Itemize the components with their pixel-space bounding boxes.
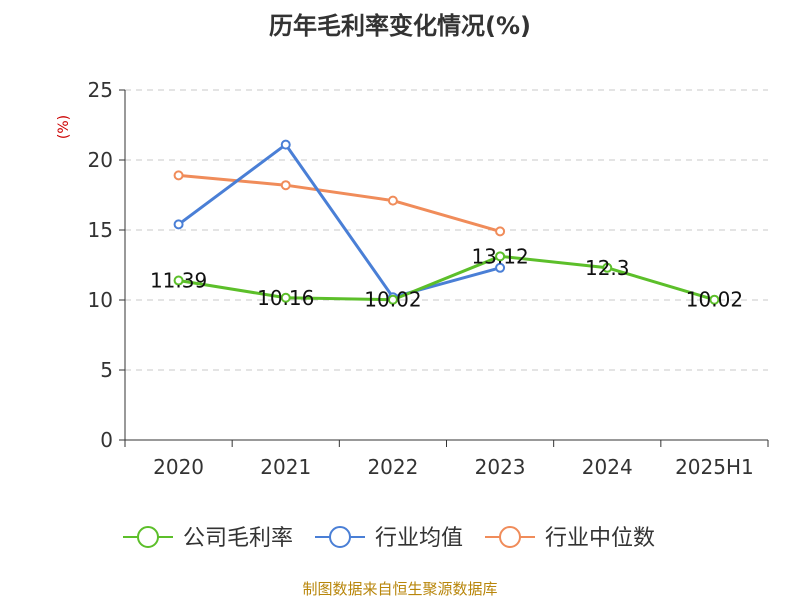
data-point [495,226,506,237]
x-tick-label: 2024 [582,455,633,479]
legend-item: 行业中位数 [485,526,655,551]
legend-marker [137,526,159,548]
data-point [173,219,184,230]
data-point [280,139,291,150]
y-tick-label: 5 [100,358,113,382]
data-point [173,275,184,286]
source-note: 制图数据来自恒生聚源数据库 [302,580,497,598]
grid-lines [125,89,768,371]
data-labels: 11.39 10.16 10.02 13.12 12.3 10.02 [150,244,743,311]
legend-label: 行业中位数 [545,526,655,551]
y-tick-label: 0 [100,428,113,452]
series-line [178,254,715,302]
series-line [178,173,501,233]
y-tick-label: 15 [88,218,113,242]
legend-item: 公司毛利率 [123,526,293,551]
data-point [387,294,398,305]
data-label: 10.02 [686,288,743,312]
legend-label: 行业均值 [375,526,463,551]
axes: 0 5 10 15 20 25 2020 2021 2022 2023 2024 2025H1 [88,78,769,479]
legend-item: 行业均值 [315,526,463,551]
x-tick-label: 2023 [475,455,526,479]
legend-label: 公司毛利率 [183,526,293,551]
y-tick-label: 20 [88,148,113,172]
y-tick-label: 25 [88,78,113,102]
data-label: 11.39 [150,269,207,293]
data-label: 12.3 [585,256,630,280]
data-point [602,262,613,273]
x-tick-label: 2020 [153,455,204,479]
data-point [280,180,291,191]
x-tick-label: 2021 [260,455,311,479]
legend-marker [329,526,351,548]
y-tick-label: 10 [88,288,113,312]
x-tick-label: 2022 [367,455,418,479]
data-label: 13.12 [471,244,528,268]
data-point [495,262,506,273]
data-point [173,170,184,181]
data-label: 10.02 [364,288,421,312]
data-label: 10.16 [257,286,314,310]
y-axis-unit: (%) [56,115,72,139]
legend: 公司毛利率 行业均值 行业中位数 [123,526,655,551]
series-line [177,143,501,299]
series-layer [173,139,720,305]
legend-marker [499,526,521,548]
data-point [387,195,398,206]
data-point [495,251,506,262]
data-point [280,292,291,303]
x-tick-label: 2025H1 [675,455,754,479]
chart-title: 历年毛利率变化情况(%) [269,12,531,40]
data-point [709,294,720,305]
